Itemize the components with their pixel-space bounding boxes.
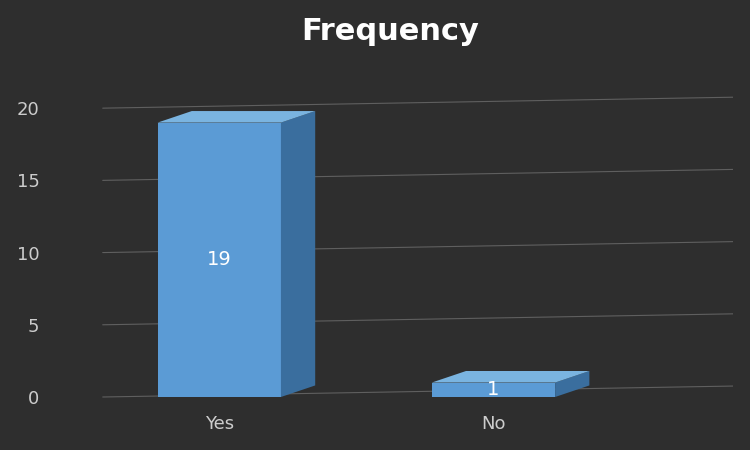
Title: Frequency: Frequency (302, 17, 479, 45)
Polygon shape (281, 111, 315, 397)
Polygon shape (158, 111, 315, 122)
Polygon shape (158, 122, 281, 397)
Text: 19: 19 (207, 250, 232, 269)
Text: 1: 1 (488, 380, 500, 399)
Polygon shape (432, 382, 555, 397)
Polygon shape (555, 371, 590, 397)
Polygon shape (432, 371, 590, 382)
